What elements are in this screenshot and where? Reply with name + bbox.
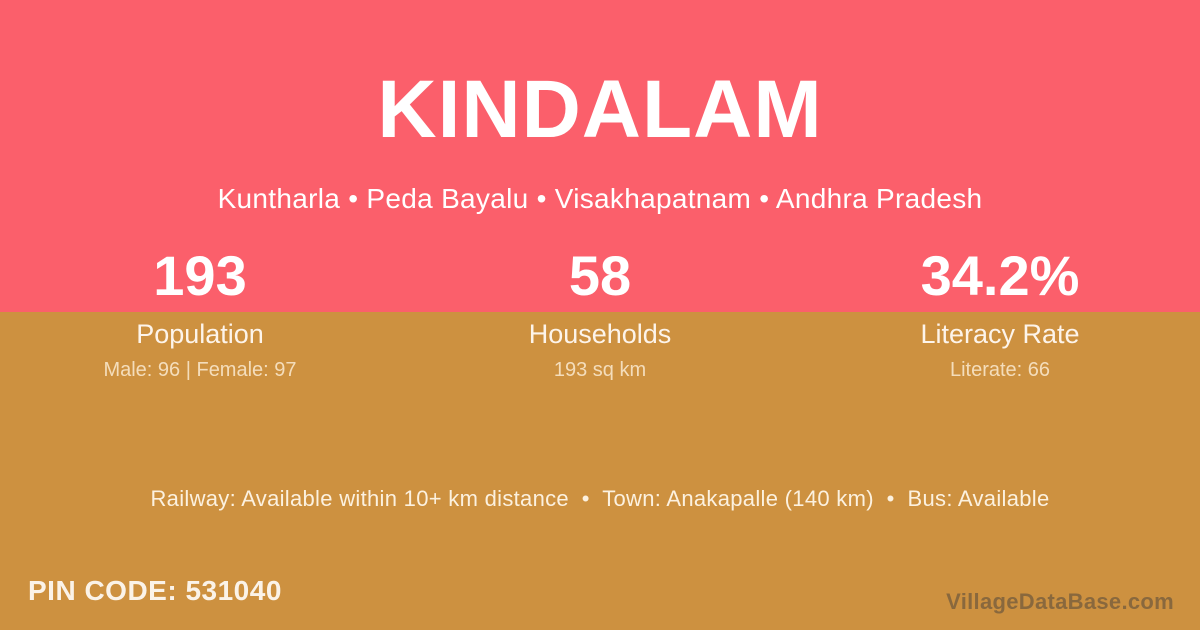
stat-households: 58 Households 193 sq km xyxy=(400,244,800,382)
population-value: 193 xyxy=(153,244,247,307)
pin-code: PIN CODE: 531040 xyxy=(28,575,282,606)
households-detail: 193 sq km xyxy=(553,359,647,381)
village-title: KINDALAM xyxy=(377,64,823,155)
households-value: 58 xyxy=(568,244,632,307)
transport-info-line: Railway: Available within 10+ km distanc… xyxy=(150,486,1050,511)
literacy-rate-detail: Literate: 66 xyxy=(949,359,1051,381)
header-section xyxy=(0,0,1200,312)
literacy-rate-value: 34.2% xyxy=(920,244,1080,307)
location-breadcrumb: Kuntharla • Peda Bayalu • Visakhapatnam … xyxy=(217,183,983,214)
site-watermark: VillageDataBase.com xyxy=(946,589,1174,614)
stat-population: 193 Population Male: 96 | Female: 97 xyxy=(0,244,400,382)
stat-literacy-rate: 34.2% Literacy Rate Literate: 66 xyxy=(800,244,1200,382)
literacy-rate-label: Literacy Rate xyxy=(920,319,1080,349)
population-detail: Male: 96 | Female: 97 xyxy=(103,359,297,381)
population-label: Population xyxy=(136,319,264,349)
stats-row: 193 Population Male: 96 | Female: 97 58 … xyxy=(0,244,1200,382)
households-label: Households xyxy=(528,319,672,349)
